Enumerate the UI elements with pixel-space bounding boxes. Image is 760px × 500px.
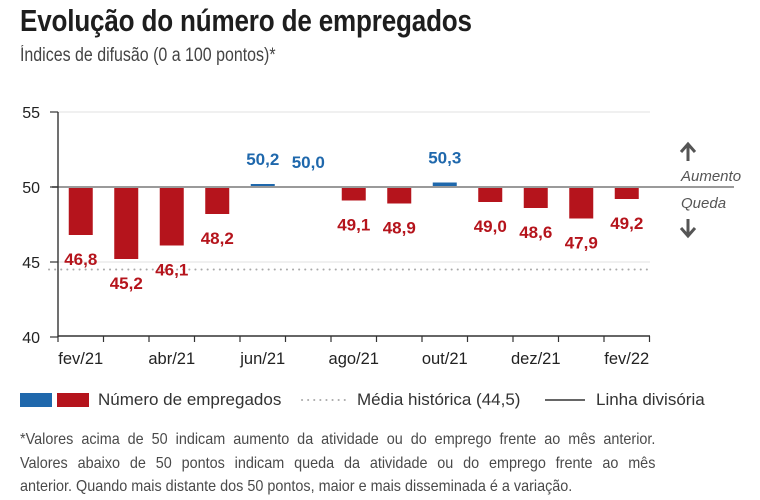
bar-mar-21 — [114, 187, 139, 259]
chart-subtitle: Índices de difusão (0 a 100 pontos)* — [20, 45, 276, 66]
bar-jun-21 — [250, 184, 275, 187]
data-label: 49,0 — [474, 217, 507, 236]
legend-swatch-increase — [20, 393, 52, 407]
legend-item-bars: Número de empregados — [20, 387, 281, 413]
data-label: 50,0 — [292, 153, 325, 172]
x-tick-label: ago/21 — [329, 350, 379, 368]
legend-label-bars: Número de empregados — [98, 390, 282, 409]
bar-nov-21 — [478, 187, 503, 202]
x-ticks: fev/21 abr/21 jun/21 ago/21 out/21 dez/21 fev/… — [57, 336, 651, 368]
legend-solid-line-icon — [545, 399, 585, 401]
bar-mai-21 — [205, 187, 230, 214]
footnote-line-1: *Valores acima de 50 indicam aumento da … — [20, 431, 656, 448]
data-label: 48,9 — [383, 219, 416, 238]
x-tick-label: abr/21 — [148, 350, 195, 368]
y-ticks: 40 45 50 55 — [22, 105, 58, 347]
bar-out-21 — [432, 182, 457, 187]
x-tick-label: fev/21 — [58, 350, 103, 368]
x-tick-label: jun/21 — [239, 350, 285, 368]
data-label: 50,2 — [246, 150, 279, 169]
data-label: 48,6 — [519, 223, 552, 242]
bar-set-21 — [387, 187, 412, 204]
data-label: 46,1 — [155, 261, 188, 280]
x-tick-label: out/21 — [422, 350, 468, 368]
legend-item-mean: Média histórica (44,5) — [300, 387, 520, 413]
down-arrow-icon — [679, 219, 697, 239]
data-label: 46,8 — [64, 250, 97, 269]
value-labels: 46,8 45,2 46,1 48,2 50,2 50,0 49,1 48,9 50,3 49,0… — [64, 149, 643, 294]
data-label: 50,3 — [428, 149, 461, 168]
y-tick-label: 55 — [22, 105, 40, 122]
y-tick-label: 50 — [22, 180, 40, 197]
y-tick-label: 45 — [22, 255, 40, 272]
data-label: 47,9 — [565, 234, 598, 253]
footnote-line-3: anterior. Quando mais distante dos 50 po… — [20, 478, 573, 495]
annotation-queda: Queda — [681, 195, 726, 212]
bar-dez-21 — [523, 187, 548, 208]
legend: Número de empregados Média histórica (44… — [20, 387, 760, 413]
bar-ago-21 — [341, 187, 366, 201]
x-tick-label: fev/22 — [604, 350, 649, 368]
y-tick-label: 40 — [22, 330, 40, 347]
data-label: 48,2 — [201, 229, 234, 248]
data-label: 49,1 — [337, 216, 370, 235]
annotation-aumento: Aumento — [680, 168, 741, 185]
gridlines — [58, 111, 650, 263]
x-tick-label: dez/21 — [511, 350, 561, 368]
bar-fev-22 — [614, 187, 639, 199]
bars — [68, 182, 639, 259]
legend-dotted-line-icon — [301, 399, 347, 401]
up-arrow-icon — [679, 141, 697, 161]
bar-fev-21 — [68, 187, 93, 235]
legend-label-divider: Linha divisória — [596, 390, 705, 409]
bar-abr-21 — [159, 187, 184, 246]
chart-title: Evolução do número de empregados — [20, 3, 472, 38]
footnote: *Valores acima de 50 indicam aumento da … — [20, 428, 655, 499]
data-label: 49,2 — [610, 214, 643, 233]
bar-jan-22 — [569, 187, 594, 219]
legend-item-divider: Linha divisória — [545, 387, 705, 413]
legend-swatch-decrease — [57, 393, 89, 407]
footnote-line-2: Valores abaixo de 50 pontos indicam qued… — [20, 454, 656, 472]
data-label: 45,2 — [110, 274, 143, 293]
legend-label-mean: Média histórica (44,5) — [357, 390, 521, 409]
